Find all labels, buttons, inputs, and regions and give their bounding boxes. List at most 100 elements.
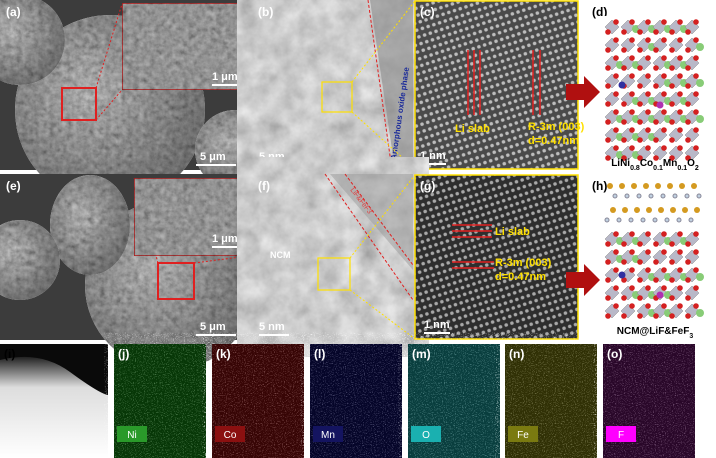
atom-o [653,277,659,283]
panel-h: (h) NCM@LiF&FeF3 [566,179,711,340]
scale-bar [424,332,450,334]
atom-o [661,19,667,25]
panel-label: (c) [420,5,435,19]
atom-o [629,303,635,309]
atom-o [661,267,667,273]
atom-fe [679,183,685,189]
formula-subscript: 0.8 [630,165,640,172]
atom-o [693,249,699,255]
atom-o [637,47,643,53]
atom-o [645,127,651,133]
atom-f [688,217,694,223]
panel-label: (d) [592,5,607,19]
atom-o [645,91,651,97]
atom-o [677,267,683,273]
atom-o [685,241,691,247]
atom-mn [618,81,626,89]
inset [121,2,249,91]
atom-o [613,127,619,133]
atom-o [637,83,643,89]
scale-label: 5 nm [259,151,285,163]
atom-o [677,91,683,97]
formula-part: O [687,158,695,169]
atom-o [629,91,635,97]
boundary [324,173,414,301]
atom-li [696,115,704,123]
atom-o [669,295,675,301]
atom-o [645,19,651,25]
atom-o [613,231,619,237]
atom-fe [607,183,613,189]
atom-f [648,193,654,199]
atom-f [616,217,622,223]
atom-o [645,73,651,79]
surface-layer [370,0,413,170]
atom-o [653,47,659,53]
atom-fe [619,183,625,189]
formula-part: LiNi [611,158,630,169]
atom-o [653,29,659,35]
formula-part: Co [640,158,653,169]
atom-o [693,91,699,97]
panel-label: (e) [6,179,21,193]
atom-o [621,155,627,161]
atom-o [645,285,651,291]
atom-o [669,29,675,35]
annotation: Li slab [495,226,530,238]
atom-o [669,259,675,265]
atom-o [685,65,691,71]
atom-o [629,109,635,115]
element-tag [606,426,636,442]
atom-fe [634,207,640,213]
scale-label: 1 μm [212,233,238,245]
element-label: Co [224,430,237,441]
panel-label: (n) [509,347,524,361]
atom-f [604,217,610,223]
atom-o [613,303,619,309]
atom-f [672,193,678,199]
atom-o [637,65,643,71]
atom-o [653,259,659,265]
atom-fe [643,183,649,189]
atom-o [629,19,635,25]
atom-o [653,83,659,89]
scale-bar [212,84,242,86]
atom-o [693,109,699,115]
atom-f [624,193,630,199]
zoom-line [351,0,416,83]
atom-o [653,241,659,247]
atom-o [605,101,611,107]
formula-part: Mn [663,158,677,169]
atom-o [621,101,627,107]
panel-label: (j) [118,347,129,361]
atom-fe [694,207,700,213]
panel-label: (l) [314,347,325,361]
annotation: Li slab [455,123,490,135]
atom-o [661,145,667,151]
atom-o [685,137,691,143]
atom-o [669,241,675,247]
atom-o [637,137,643,143]
atom-o [693,231,699,237]
atom-o [685,155,691,161]
atom-o [693,19,699,25]
atom-o [605,65,611,71]
atom-o [629,145,635,151]
inset [133,177,249,257]
atom-o [661,285,667,291]
zoom-line [193,255,249,264]
zoom-line [349,174,416,259]
crystal-structure [603,16,711,161]
atom-fe [610,207,616,213]
atom-li [696,79,704,87]
atom-o [645,55,651,61]
atom-o [613,249,619,255]
formula-part: NCM@LiF&FeF [617,326,690,337]
atom-o [637,119,643,125]
atom-o [669,65,675,71]
panel-e: (e) 1 μm 5 μm [0,174,255,370]
zoom-line [95,89,123,121]
atom-o [605,313,611,319]
atom-o [693,73,699,79]
lattice-lines [467,50,541,115]
